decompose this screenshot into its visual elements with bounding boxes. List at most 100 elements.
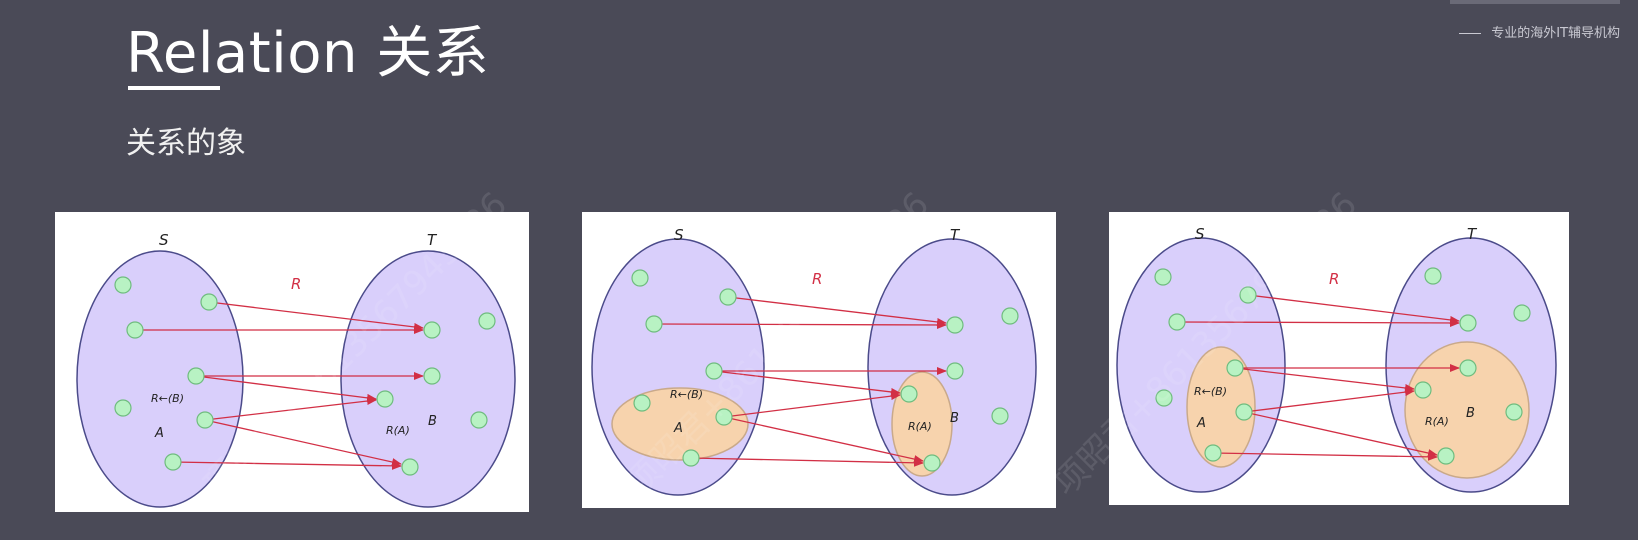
point [633,394,651,412]
point [200,293,218,311]
relation-arrows [135,301,424,470]
arrow [208,301,424,331]
arrow [204,397,377,421]
point [114,399,132,417]
point [631,269,649,287]
page-subtitle: 关系的象 [126,126,246,161]
point [423,367,441,385]
label-r: R [291,275,301,293]
point [991,407,1009,425]
point [923,454,941,472]
point [1001,307,1019,325]
point [1168,313,1186,331]
diagram-panel-1: S T R R←(B) A R(A) B [55,212,529,512]
label-preimage: R←(B) [151,392,184,405]
point [1226,359,1244,377]
label-image: R(A) [908,420,932,433]
brand-tagline: 专业的海外IT辅导机构 [1459,22,1620,41]
points [114,276,496,476]
point [705,362,723,380]
arrow [1247,294,1460,324]
point [423,321,441,339]
point [1459,359,1477,377]
label-r: R [812,270,822,288]
label-image: R(A) [386,424,410,437]
point [900,385,918,403]
brand-dash [1459,33,1482,34]
diagram-3-svg: S T R R←(B) A R(A) B [1116,225,1557,493]
point [196,411,214,429]
page-title: Relation 关系 [126,21,490,86]
title-underline [128,86,220,90]
arrow [1212,452,1438,461]
label-b: B [950,411,959,426]
point [1235,403,1253,421]
point [1513,304,1531,322]
point [1155,389,1173,407]
points [1154,267,1531,465]
label-t: T [1467,225,1478,243]
preimage-highlight [1186,346,1256,468]
arrow [1176,318,1460,327]
label-r: R [1329,270,1339,288]
set-s-ellipse [76,250,244,508]
arrow [172,461,402,470]
point [946,362,964,380]
point [719,288,737,306]
arrow [204,419,402,466]
brand-tagline-text: 专业的海外IT辅导机构 [1491,26,1620,41]
point [1154,268,1172,286]
points [631,269,1019,472]
point [114,276,132,294]
diagram-panel-3: S T R R←(B) A R(A) B [1109,212,1569,505]
label-s: S [1195,225,1205,243]
arrow [653,320,947,329]
point [682,449,700,467]
point [187,367,205,385]
point [1414,381,1432,399]
arrow [713,370,901,396]
point [126,321,144,339]
label-a: A [673,421,683,436]
arrow [1243,411,1438,457]
label-image: R(A) [1425,415,1449,428]
diagram-1-svg: S T R R←(B) A R(A) B [76,231,516,508]
point [645,315,663,333]
point [946,316,964,334]
point [376,390,394,408]
point [470,411,488,429]
label-a: A [1196,416,1206,431]
point [1459,314,1477,332]
point [1437,447,1455,465]
point [1505,403,1523,421]
arrow [195,375,377,402]
label-b: B [1466,406,1475,421]
subset-b-highlight [1404,341,1530,479]
label-s: S [674,226,684,244]
point [478,312,496,330]
point [1424,267,1442,285]
arrow [727,296,947,326]
relation-arrows [1176,294,1460,461]
label-t: T [427,231,438,249]
diagram-panel-2: S T R R←(B) A R(A) B [582,212,1056,508]
point [1239,286,1257,304]
arrow [1243,388,1415,413]
label-b: B [428,414,437,429]
relation-arrows [653,296,947,467]
arrow [723,392,901,418]
label-t: T [950,226,961,244]
diagram-2-svg: S T R R←(B) A R(A) B [591,226,1037,496]
arrow [723,416,924,463]
arrow [690,457,924,467]
arrow [1234,367,1415,392]
point [1204,444,1222,462]
point [715,408,733,426]
label-preimage: R←(B) [1194,385,1227,398]
label-preimage: R←(B) [670,388,703,401]
label-a: A [154,426,164,441]
label-s: S [159,231,169,249]
point [164,453,182,471]
brand-top-bar [1450,0,1620,4]
point [401,458,419,476]
